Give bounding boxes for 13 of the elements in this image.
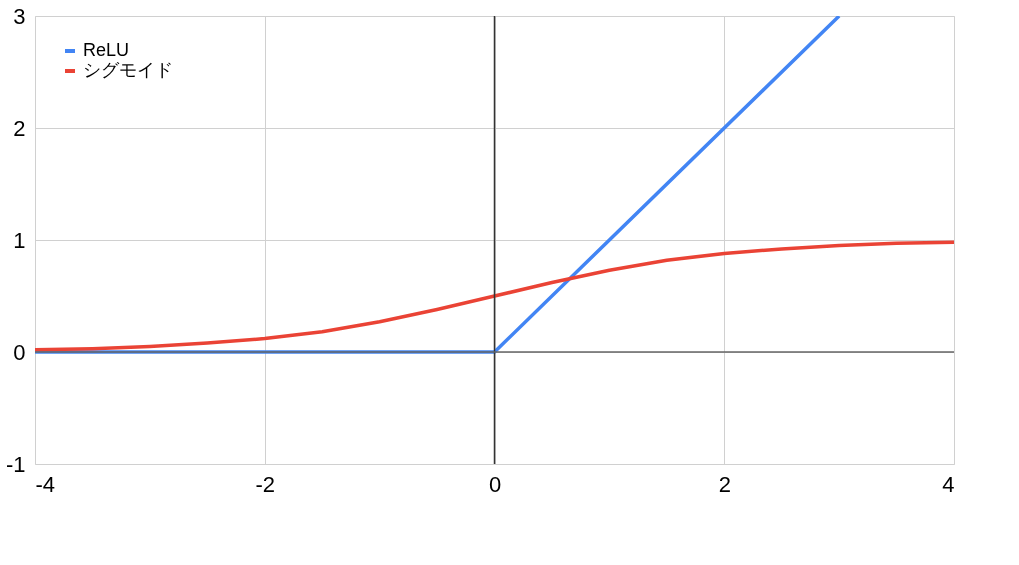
x-tick-label: 2 (718, 471, 731, 497)
x-tick-label: -2 (255, 471, 276, 497)
x-tick-label: -4 (35, 471, 56, 497)
y-tick-label: 1 (13, 227, 26, 253)
x-tick-label: 4 (942, 471, 955, 497)
y-tick-label: 0 (13, 339, 26, 365)
legend-label: シグモイド (83, 60, 173, 80)
y-tick-label: 3 (13, 3, 26, 29)
legend-label: ReLU (83, 40, 130, 60)
line-series (35, 240, 954, 352)
x-tick-label: 0 (488, 471, 502, 497)
y-tick-label: -1 (5, 451, 26, 477)
y-tick-label: 2 (13, 115, 26, 141)
